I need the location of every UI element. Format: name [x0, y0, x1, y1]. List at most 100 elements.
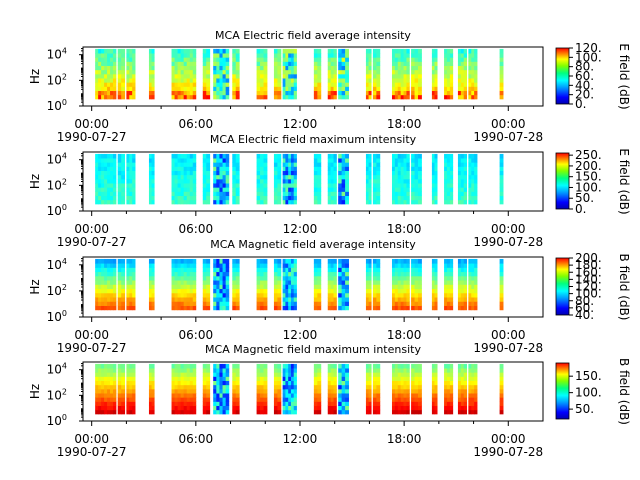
heatmap-cell: [460, 376, 465, 381]
heatmap-cell: [394, 288, 399, 294]
heatmap-cell: [256, 363, 261, 369]
heatmap-cell: [431, 384, 435, 390]
heatmap-cell: [222, 284, 227, 290]
heatmap-cell: [376, 187, 381, 192]
heatmap-cell: [376, 280, 381, 285]
heatmap-cell: [117, 388, 122, 394]
heatmap-cell: [213, 187, 217, 192]
heatmap-cell: [192, 166, 197, 171]
heatmap-cell: [290, 267, 295, 273]
heatmap-cell: [446, 86, 451, 92]
heatmap-cell: [174, 372, 179, 377]
heatmap-cell: [219, 363, 223, 369]
heatmap-cell: [206, 53, 211, 58]
heatmap-cell: [180, 86, 185, 92]
heatmap-cell: [232, 61, 237, 66]
heatmap-cell: [202, 368, 207, 373]
heatmap-cell: [273, 191, 278, 197]
heatmap-cell: [341, 48, 346, 54]
heatmap-cell: [400, 162, 404, 167]
heatmap-cell: [174, 363, 179, 369]
heatmap-cell: [317, 166, 322, 171]
heatmap-cell: [338, 162, 343, 167]
heatmap-cell: [121, 170, 126, 176]
heatmap-cell: [183, 82, 188, 87]
heatmap-cell: [121, 65, 126, 71]
heatmap-cell: [365, 263, 369, 268]
heatmap-cell: [391, 263, 396, 268]
heatmap-cell: [107, 158, 111, 163]
heatmap-cell: [376, 166, 381, 171]
heatmap-cell: [180, 94, 185, 100]
heatmap-cell: [273, 388, 278, 394]
heatmap-cell: [474, 191, 478, 197]
heatmap-cell: [285, 48, 289, 54]
heatmap-cell: [376, 363, 381, 369]
heatmap-cell: [219, 384, 223, 390]
heatmap-cell: [121, 397, 126, 402]
heatmap-cell: [177, 288, 182, 294]
heatmap-cell: [213, 393, 217, 398]
heatmap-cell: [129, 48, 133, 54]
heatmap-cell: [499, 297, 504, 302]
heatmap-cell: [110, 384, 114, 390]
heatmap-cell: [121, 183, 126, 188]
heatmap-cell: [317, 405, 322, 411]
heatmap-cell: [177, 82, 182, 87]
heatmap-cell: [434, 267, 438, 273]
heatmap-cell: [174, 183, 179, 188]
heatmap-cell: [113, 258, 117, 264]
heatmap-cell: [129, 78, 133, 83]
heatmap-cell: [313, 90, 318, 96]
heatmap-cell: [418, 170, 422, 176]
heatmap-cell: [216, 393, 220, 398]
heatmap-cell: [474, 271, 478, 277]
heatmap-cell: [186, 284, 191, 290]
heatmap-cell: [341, 65, 346, 71]
colorbar-tick-label: 40.: [575, 78, 594, 92]
heatmap-cell: [434, 187, 438, 192]
heatmap-cell: [273, 183, 278, 188]
heatmap-cell: [219, 393, 223, 398]
heatmap-cell: [345, 368, 349, 373]
heatmap-cell: [449, 187, 454, 192]
heatmap-cell: [471, 384, 475, 390]
heatmap-cell: [183, 284, 188, 290]
heatmap-cell: [345, 275, 349, 281]
heatmap-cell: [434, 368, 438, 373]
heatmap-cell: [444, 69, 448, 75]
heatmap-cell: [313, 297, 318, 302]
heatmap-cell: [372, 94, 377, 100]
heatmap-cell: [327, 86, 332, 92]
heatmap-cell: [192, 162, 197, 167]
colorbar-label: B field (dB): [617, 358, 631, 425]
heatmap-cell: [317, 288, 322, 294]
heatmap-cell: [403, 267, 407, 273]
heatmap-cell: [148, 53, 152, 58]
heatmap-cell: [285, 166, 289, 171]
heatmap-cell: [171, 199, 175, 205]
heatmap-cell: [104, 86, 108, 92]
heatmap-cell: [148, 409, 152, 415]
heatmap-cell: [403, 388, 407, 394]
heatmap-cell: [338, 297, 343, 302]
heatmap-cell: [171, 258, 175, 264]
heatmap-cell: [345, 78, 349, 83]
heatmap-cell: [126, 363, 130, 369]
heatmap-cell: [406, 174, 410, 180]
heatmap-cell: [338, 405, 343, 411]
heatmap-cell: [148, 153, 152, 159]
heatmap-cell: [446, 280, 451, 285]
heatmap-cell: [104, 73, 108, 79]
heatmap-cell: [446, 305, 451, 311]
heatmap-cell: [431, 288, 435, 294]
heatmap-cell: [107, 53, 111, 58]
heatmap-cell: [341, 372, 346, 377]
heatmap-cell: [394, 162, 399, 167]
heatmap-cell: [183, 162, 188, 167]
heatmap-cell: [183, 275, 188, 281]
heatmap-cell: [338, 271, 343, 277]
heatmap-cell: [376, 271, 381, 277]
heatmap-cell: [183, 401, 188, 407]
heatmap-cell: [330, 372, 334, 377]
